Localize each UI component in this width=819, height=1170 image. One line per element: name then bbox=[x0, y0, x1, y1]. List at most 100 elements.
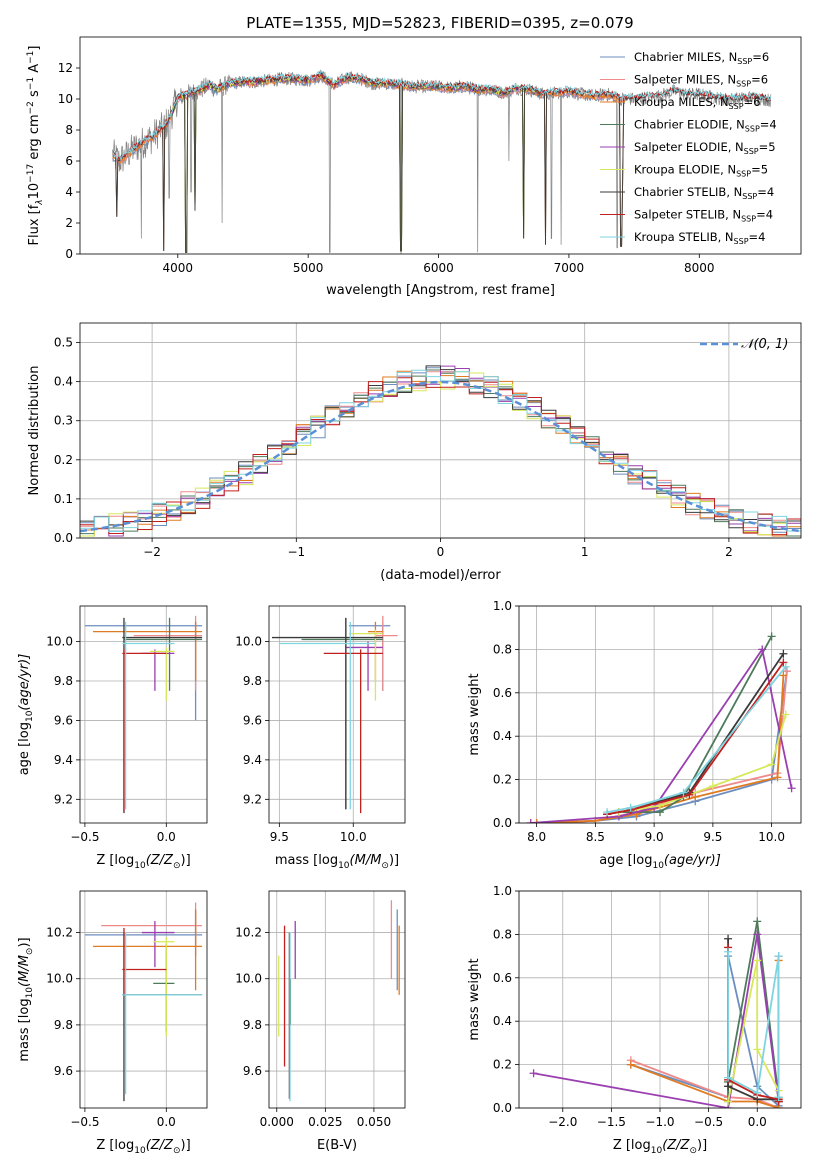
point-marker bbox=[753, 956, 762, 965]
y-tick-label: 0.4 bbox=[54, 375, 73, 389]
x-tick-label: 0.0 bbox=[748, 1115, 767, 1129]
y-tick-label: 0.5 bbox=[54, 336, 73, 350]
series-kroupa-stelib bbox=[603, 662, 790, 817]
x-tick-label: 10.0 bbox=[758, 830, 785, 844]
marker-chabrier-elodie bbox=[123, 617, 203, 691]
y-tick-label: 0.2 bbox=[54, 453, 73, 467]
x-label-rest: (Z/Z bbox=[146, 853, 174, 868]
sun-symbol: ⊙ bbox=[173, 861, 181, 871]
y-axis-label: mass weight bbox=[467, 673, 482, 755]
y-label-part: Flux [f bbox=[27, 204, 42, 245]
x-tick-label: −0.5 bbox=[70, 1115, 99, 1129]
x-tick-label: 10.0 bbox=[340, 830, 367, 844]
y-tick-label: 4 bbox=[65, 185, 73, 199]
y-tick-label: 1.0 bbox=[493, 599, 512, 613]
series-chabrier-miles bbox=[626, 952, 783, 1108]
y-label-part: −2 bbox=[26, 101, 36, 114]
y-tick-label: 6 bbox=[65, 154, 73, 168]
y-axis-label: Flux [fλ10−17 erg cm−2 s−1 A−1] bbox=[26, 46, 45, 246]
x-tick-label: 0.0 bbox=[157, 1115, 176, 1129]
legend-nssp: 6 bbox=[761, 73, 768, 87]
x-tick-label: 8.0 bbox=[527, 830, 546, 844]
y-tick-label: 0.0 bbox=[493, 1101, 512, 1115]
y-tick-label: 0.1 bbox=[54, 492, 73, 506]
marker-kroupa-elodie bbox=[348, 629, 383, 701]
legend-label: Salpeter STELIB, N bbox=[634, 208, 741, 222]
marker-kroupa-stelib bbox=[279, 621, 376, 810]
x-label-end: )] bbox=[697, 1138, 707, 1153]
point-marker bbox=[724, 1073, 733, 1082]
y-tick-label: 9.6 bbox=[54, 713, 73, 727]
plot-area-weight_vs_Z bbox=[529, 917, 783, 1108]
x-tick-label: −2 bbox=[143, 545, 161, 559]
x-tick-label: 5000 bbox=[293, 261, 324, 275]
y-label-part: −1 bbox=[26, 77, 36, 90]
x-axis-label: E(B-V) bbox=[317, 1138, 357, 1153]
y-tick-label: 9.8 bbox=[243, 674, 262, 688]
legend-label: Chabrier MILES, N bbox=[634, 50, 737, 64]
x-label-end: )] bbox=[181, 853, 191, 868]
x-tick-label: 0.0 bbox=[157, 830, 176, 844]
legend-nssp: 4 bbox=[758, 230, 765, 244]
sun-symbol: ⊙ bbox=[381, 861, 389, 871]
legend-sub: SSP bbox=[744, 147, 759, 156]
point-marker bbox=[679, 788, 688, 797]
y-tick-label: 9.2 bbox=[54, 792, 73, 806]
legend-entry: Chabrier ELODIE, NSSP=4 bbox=[634, 118, 777, 134]
marker-chabrier-elodie bbox=[301, 617, 383, 810]
plot-area-age_vs_Z bbox=[84, 615, 203, 814]
axes-weight_vs_Z: −2.0 −1.5 −1.0 −0.5 0.0 0.0 0.2 0.4 0.6 0.8 1.0 Z [… bbox=[467, 884, 802, 1156]
legend-entry: Salpeter MILES, NSSP=6 bbox=[634, 73, 768, 89]
x-label-end: )] bbox=[181, 1138, 191, 1153]
x-axis-label: Z [log10(Z/Z⊙)] bbox=[613, 1138, 707, 1156]
point-marker bbox=[724, 934, 733, 943]
point-marker bbox=[708, 782, 717, 791]
y-tick-label: 10.2 bbox=[235, 926, 262, 940]
y-tick-label: 9.2 bbox=[243, 792, 262, 806]
point-marker bbox=[753, 1088, 762, 1097]
y-tick-label: 9.6 bbox=[243, 713, 262, 727]
marker-salpeter-stelib bbox=[122, 927, 167, 995]
plots-root: 4000 5000 6000 7000 8000024681012wavelength … bbox=[17, 36, 802, 1156]
point-marker bbox=[781, 710, 790, 719]
x-label-rest: (M/M bbox=[350, 853, 382, 868]
y-label-sub: 10 bbox=[25, 987, 35, 999]
legend-nssp: 5 bbox=[761, 163, 768, 177]
y-label-sub: 10 bbox=[25, 710, 35, 722]
plot-area-weight_vs_age bbox=[526, 632, 796, 823]
model-spectrum-kroupa-stelib bbox=[112, 70, 772, 162]
x-label-rest: (Z/Z bbox=[662, 1138, 690, 1153]
legend-entry: Kroupa MILES, NSSP=6 bbox=[634, 95, 761, 111]
x-label-text: Z [log bbox=[96, 1138, 134, 1153]
legend-sub: SSP bbox=[736, 170, 751, 179]
x-tick-label: 0 bbox=[437, 545, 445, 559]
x-tick-label: 9.5 bbox=[270, 830, 289, 844]
x-label-sub: 10 bbox=[652, 861, 664, 871]
y-label-part: −17 bbox=[26, 164, 36, 183]
point-marker bbox=[767, 632, 776, 641]
marker-kroupa-stelib bbox=[122, 932, 203, 1095]
point-marker bbox=[774, 1093, 783, 1102]
point-marker bbox=[773, 773, 782, 782]
x-axis-label: wavelength [Angstrom, rest frame] bbox=[326, 283, 555, 298]
series-kroupa-stelib bbox=[724, 947, 783, 1102]
y-tick-label: 0.8 bbox=[493, 927, 512, 941]
y-label-text: mass [log bbox=[17, 998, 32, 1061]
y-tick-label: 1.0 bbox=[493, 884, 512, 898]
series-line bbox=[727, 947, 780, 1102]
point-marker bbox=[779, 671, 788, 680]
figure-title: PLATE=1355, MJD=52823, FIBERID=0395, z=0… bbox=[246, 14, 633, 32]
y-label-part: s bbox=[27, 90, 42, 101]
legend-label: Kroupa ELODIE, N bbox=[634, 163, 736, 177]
x-tick-label: 8.5 bbox=[586, 830, 605, 844]
plot-area-spectrum bbox=[112, 69, 772, 254]
legend-label: Kroupa MILES, N bbox=[634, 95, 729, 109]
y-tick-label: 0 bbox=[65, 247, 73, 261]
point-marker bbox=[724, 947, 733, 956]
marker-kroupa-miles bbox=[93, 909, 203, 991]
legend-sub: SSP bbox=[736, 80, 751, 89]
legend-label: Kroupa STELIB, N bbox=[634, 230, 734, 244]
point-marker bbox=[758, 645, 767, 654]
y-tick-label: 2 bbox=[65, 216, 73, 230]
